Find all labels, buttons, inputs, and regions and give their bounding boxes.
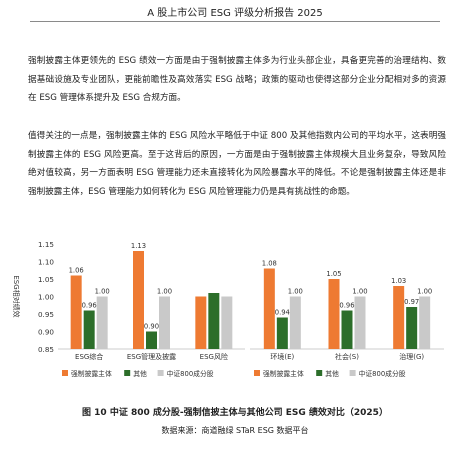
x-category-label: 环境(E) bbox=[270, 352, 294, 361]
bar-data-label: 1.00 bbox=[352, 288, 367, 296]
bar-csi800 bbox=[289, 296, 301, 349]
bar-data-label: 1.06 bbox=[69, 267, 84, 275]
y-tick-label: 0.90 bbox=[38, 328, 54, 337]
bar-data-label: 0.96 bbox=[82, 302, 97, 310]
bar-data-label: 1.00 bbox=[95, 288, 110, 296]
bar-other bbox=[276, 317, 288, 349]
bar-mandatory bbox=[328, 279, 340, 349]
legend-label: 其他 bbox=[325, 369, 339, 378]
bar-data-label: 0.90 bbox=[144, 323, 159, 331]
bar-mandatory bbox=[393, 286, 405, 349]
legend-swatch bbox=[157, 370, 164, 376]
bar-csi800 bbox=[221, 296, 233, 349]
bar-data-label: 1.08 bbox=[262, 260, 277, 268]
bar-csi800 bbox=[419, 296, 431, 349]
bar-data-label: 1.00 bbox=[288, 288, 303, 296]
legend-swatch bbox=[62, 370, 68, 376]
x-category-label: ESG管理及披露 bbox=[127, 352, 176, 361]
legend-label: 中证800成分股 bbox=[167, 369, 214, 378]
esg-performance-chart: 0.85 0.90 0.95 1.00 1.05 1.10 1.15 ESG相对绩效 1.06 0… bbox=[12, 240, 444, 378]
bar-mandatory bbox=[195, 296, 207, 349]
bar-data-label: 0.97 bbox=[404, 298, 419, 306]
bar-data-label: 1.03 bbox=[391, 277, 406, 285]
bar-mandatory bbox=[263, 268, 275, 349]
bar-data-label: 0.94 bbox=[275, 309, 290, 317]
legend-label: 强制披露主体 bbox=[263, 369, 304, 378]
bar-other bbox=[83, 310, 95, 349]
bar-other bbox=[406, 307, 418, 349]
bar-csi800 bbox=[96, 296, 108, 349]
legend-swatch bbox=[124, 370, 131, 376]
y-tick-label: 0.95 bbox=[38, 310, 54, 319]
bar-data-label: 0.96 bbox=[339, 302, 354, 310]
bar-other bbox=[341, 310, 353, 349]
y-tick-label: 1.10 bbox=[38, 258, 54, 267]
bar-data-label: 1.13 bbox=[131, 242, 146, 250]
page-header-title: A 股上市公司 ESG 评级分析报告 2025 bbox=[147, 8, 323, 19]
legend-label: 其他 bbox=[133, 369, 147, 378]
legend-swatch bbox=[349, 370, 356, 376]
header-divider bbox=[30, 21, 440, 22]
legend-label: 强制披露主体 bbox=[71, 369, 112, 378]
legend-swatch bbox=[254, 370, 260, 376]
y-tick-label: 1.15 bbox=[38, 240, 54, 249]
x-category-label: 社会(S) bbox=[335, 352, 359, 361]
bar-data-label: 1.05 bbox=[326, 270, 341, 278]
x-category-label: ESG风险 bbox=[200, 352, 228, 361]
figure-source: 数据来源：商道融绿 STaR ESG 数据平台 bbox=[161, 426, 309, 435]
y-tick-label: 1.05 bbox=[38, 275, 54, 284]
legend-swatch bbox=[316, 370, 323, 376]
x-category-label: ESG综合 bbox=[75, 352, 103, 361]
bar-data-label: 1.00 bbox=[157, 288, 172, 296]
figure-caption: 图 10 中证 800 成分股-强制信披主体与其他公司 ESG 绩效对比（202… bbox=[82, 408, 388, 418]
legend-label: 中证800成分股 bbox=[359, 369, 406, 378]
x-category-label: 治理(G) bbox=[399, 352, 424, 361]
bar-csi800 bbox=[159, 296, 170, 349]
bar-mandatory bbox=[70, 275, 82, 349]
body-paragraph-1: 强制披露主体更领先的 ESG 绩效一方面是由于强制披露主体多为行业头部企业，具备… bbox=[28, 56, 446, 103]
bar-other bbox=[146, 331, 157, 349]
y-tick-label: 1.00 bbox=[38, 293, 54, 302]
y-axis-title: ESG相对绩效 bbox=[12, 275, 21, 317]
body-paragraph-2: 值得关注的一点是，强制披露主体的 ESG 风险水平略低于中证 800 及其他指数… bbox=[28, 131, 446, 197]
bar-csi800 bbox=[354, 296, 366, 349]
bar-other bbox=[208, 293, 220, 349]
y-tick-label: 0.85 bbox=[38, 345, 54, 354]
bar-mandatory bbox=[133, 251, 144, 349]
bar-data-label: 1.00 bbox=[417, 288, 432, 296]
